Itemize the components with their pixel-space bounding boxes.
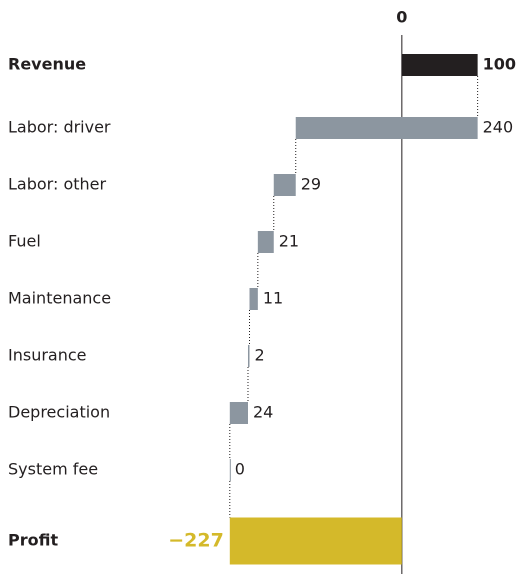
value-label: 0 bbox=[235, 460, 245, 479]
category-label: Profit bbox=[8, 531, 58, 550]
category-label: Revenue bbox=[8, 55, 86, 74]
value-label: 29 bbox=[301, 175, 321, 194]
value-label: 11 bbox=[263, 289, 283, 308]
value-label: 24 bbox=[253, 403, 273, 422]
bar bbox=[273, 174, 296, 196]
value-label: −227 bbox=[168, 530, 224, 552]
bar bbox=[257, 231, 274, 253]
bar bbox=[401, 54, 478, 76]
bar bbox=[249, 288, 258, 310]
value-label: 100 bbox=[483, 55, 516, 74]
bar bbox=[229, 402, 248, 424]
bar bbox=[229, 459, 231, 481]
category-label: Depreciation bbox=[8, 403, 110, 422]
bar bbox=[229, 517, 402, 565]
value-label: 240 bbox=[483, 118, 514, 137]
x-tick-label: 0 bbox=[396, 8, 407, 27]
category-label: Insurance bbox=[8, 346, 87, 365]
bar bbox=[295, 117, 478, 139]
category-label: System fee bbox=[8, 460, 98, 479]
category-label: Labor: driver bbox=[8, 118, 111, 137]
category-label: Labor: other bbox=[8, 175, 106, 194]
category-label: Maintenance bbox=[8, 289, 111, 308]
category-label: Fuel bbox=[8, 232, 41, 251]
value-label: 2 bbox=[255, 346, 265, 365]
bar bbox=[247, 345, 250, 367]
value-label: 21 bbox=[279, 232, 299, 251]
